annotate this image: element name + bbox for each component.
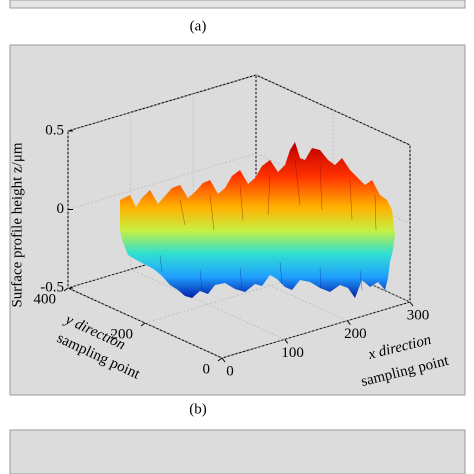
x-tick-label: 300 [407,307,430,323]
tick-mark [346,320,351,325]
z-tick-label: 0 [57,201,65,217]
grid-line [144,266,334,324]
surface-texture [179,159,377,231]
surface-texture [159,254,363,291]
panel-c-edge [9,429,466,474]
grid-line [221,301,411,359]
x-tick-label: 200 [344,326,367,342]
panel-a-edge [9,0,466,9]
tick-mark [63,287,69,292]
y-tick-label: 200 [111,326,134,342]
tick-mark [284,339,289,344]
x-tick-label: 100 [281,345,304,361]
y-tick-label: 400 [34,291,57,307]
z-tick-label: -0.5 [40,279,64,295]
panel-label: (a) [190,18,207,34]
panel-label: (b) [189,401,207,417]
z-axis-label: Surface profile height z/μm [9,142,25,307]
tick-mark [140,322,146,327]
grid-line [67,153,257,210]
grid-line [67,74,257,132]
tick-mark [217,357,223,362]
tick-mark [221,357,226,363]
x-tick-label: 0 [226,363,234,379]
z-tick-label: 0.5 [45,122,64,138]
y-tick-label: 0 [203,361,211,377]
grid-line [67,231,257,289]
tick-mark [409,301,414,307]
surface [120,142,395,298]
